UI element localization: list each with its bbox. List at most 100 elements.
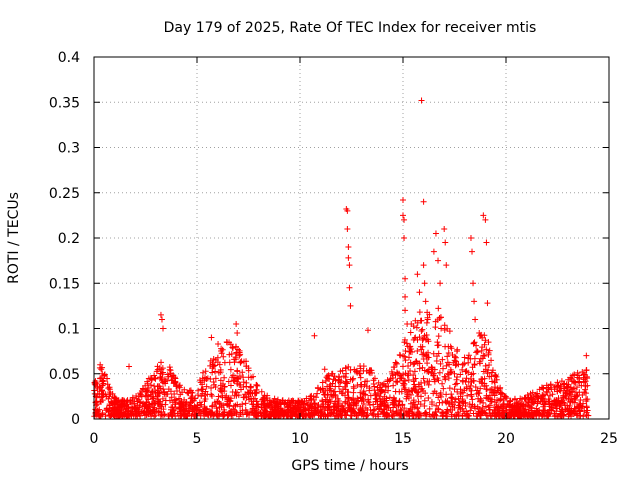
data-point	[432, 324, 439, 331]
data-point	[300, 404, 307, 411]
data-point	[411, 368, 418, 375]
data-point	[441, 373, 448, 380]
data-point	[578, 382, 585, 389]
data-point	[177, 412, 184, 419]
data-point	[404, 372, 411, 379]
data-point	[109, 407, 116, 414]
data-point	[538, 413, 545, 420]
data-point	[444, 353, 451, 360]
data-point	[253, 413, 260, 420]
data-point	[221, 408, 228, 415]
data-point	[154, 400, 161, 407]
data-point	[419, 343, 426, 350]
data-point	[253, 381, 260, 388]
data-point	[152, 375, 159, 382]
data-point	[181, 396, 188, 403]
data-point	[181, 411, 188, 418]
data-point	[357, 381, 364, 388]
data-point	[360, 388, 367, 395]
data-point	[570, 385, 577, 392]
data-point	[97, 384, 104, 391]
data-point	[497, 391, 504, 398]
data-point	[344, 207, 351, 214]
data-point	[357, 374, 364, 381]
data-point	[484, 300, 491, 307]
data-point	[164, 391, 171, 398]
data-point	[324, 412, 331, 419]
data-point	[491, 409, 498, 416]
data-point	[447, 369, 454, 376]
data-point	[476, 330, 483, 337]
data-point	[420, 375, 427, 382]
data-point	[164, 371, 171, 378]
data-point	[422, 409, 429, 416]
data-point	[571, 405, 578, 412]
data-point	[408, 320, 415, 327]
data-point	[433, 353, 440, 360]
data-point	[471, 403, 478, 410]
data-point	[567, 399, 574, 406]
data-point	[408, 387, 415, 394]
data-point	[451, 353, 458, 360]
data-point	[319, 404, 326, 411]
data-point	[422, 298, 429, 305]
data-point	[250, 405, 257, 412]
data-point	[418, 393, 425, 400]
data-point	[167, 367, 174, 374]
data-point	[393, 360, 400, 367]
data-point	[457, 371, 464, 378]
data-point	[390, 382, 397, 389]
data-point	[392, 388, 399, 395]
data-point	[440, 385, 447, 392]
axis-ticks: 0 5 10 15 20 25 0 0.05 0.1 0.15 0.2 0.25 0.3 0.35 0.4	[49, 50, 618, 447]
data-point	[441, 225, 448, 232]
data-point	[335, 397, 342, 404]
data-point	[424, 316, 431, 323]
data-point	[103, 393, 110, 400]
data-point	[351, 400, 358, 407]
data-point	[481, 332, 488, 339]
data-point	[143, 411, 150, 418]
data-point	[459, 412, 466, 419]
data-point	[425, 381, 432, 388]
data-point	[574, 369, 581, 376]
data-point	[457, 390, 464, 397]
data-point	[438, 325, 445, 332]
data-point	[329, 380, 336, 387]
data-point	[414, 347, 421, 354]
data-point	[423, 411, 430, 418]
data-point	[443, 362, 450, 369]
data-point	[170, 407, 177, 414]
data-point	[423, 332, 430, 339]
data-point	[539, 391, 546, 398]
data-point	[214, 354, 221, 361]
data-point	[224, 401, 231, 408]
data-point	[215, 340, 222, 347]
data-point	[468, 404, 475, 411]
data-point	[434, 375, 441, 382]
data-point	[447, 407, 454, 414]
data-point	[295, 398, 302, 405]
data-point	[239, 369, 246, 376]
data-point	[314, 409, 321, 416]
data-point	[208, 384, 215, 391]
data-point	[437, 280, 444, 287]
data-point	[435, 257, 442, 264]
data-point	[345, 388, 352, 395]
data-point	[376, 393, 383, 400]
data-point	[425, 394, 432, 401]
data-point	[144, 378, 151, 385]
data-point	[546, 398, 553, 405]
data-point	[332, 404, 339, 411]
data-point	[520, 403, 527, 410]
y-tick-label: 0.3	[58, 141, 80, 157]
data-point	[287, 407, 294, 414]
data-point	[227, 397, 234, 404]
data-point	[463, 384, 470, 391]
data-point	[353, 412, 360, 419]
data-point	[555, 382, 562, 389]
data-point	[272, 413, 279, 420]
data-point	[499, 413, 506, 420]
data-point	[149, 388, 156, 395]
data-point	[560, 381, 567, 388]
